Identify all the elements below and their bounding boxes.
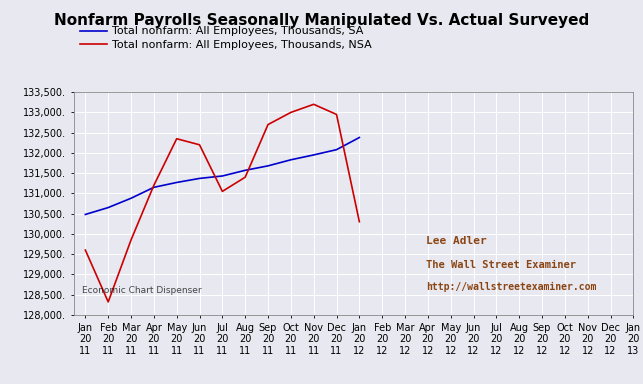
- Total nonfarm: All Employees, Thousands, NSA: (1, 1.28e+05): All Employees, Thousands, NSA: (1, 1.28e…: [104, 300, 112, 304]
- Total nonfarm: All Employees, Thousands, SA: (12, 1.32e+05): All Employees, Thousands, SA: (12, 1.32e…: [356, 135, 363, 140]
- Line: Total nonfarm: All Employees, Thousands, NSA: Total nonfarm: All Employees, Thousands,…: [86, 104, 359, 302]
- Total nonfarm: All Employees, Thousands, SA: (2, 1.31e+05): All Employees, Thousands, SA: (2, 1.31e+…: [127, 196, 135, 200]
- Total nonfarm: All Employees, Thousands, SA: (5, 1.31e+05): All Employees, Thousands, SA: (5, 1.31e+…: [195, 176, 203, 181]
- Text: The Wall Street Examiner: The Wall Street Examiner: [426, 260, 576, 270]
- Total nonfarm: All Employees, Thousands, SA: (9, 1.32e+05): All Employees, Thousands, SA: (9, 1.32e+…: [287, 157, 294, 162]
- Total nonfarm: All Employees, Thousands, NSA: (5, 1.32e+05): All Employees, Thousands, NSA: (5, 1.32e…: [195, 142, 203, 147]
- Total nonfarm: All Employees, Thousands, NSA: (8, 1.33e+05): All Employees, Thousands, NSA: (8, 1.33e…: [264, 122, 272, 127]
- Total nonfarm: All Employees, Thousands, SA: (6, 1.31e+05): All Employees, Thousands, SA: (6, 1.31e+…: [219, 174, 226, 178]
- Total nonfarm: All Employees, Thousands, NSA: (7, 1.31e+05): All Employees, Thousands, NSA: (7, 1.31e…: [241, 175, 249, 179]
- Total nonfarm: All Employees, Thousands, NSA: (11, 1.33e+05): All Employees, Thousands, NSA: (11, 1.33…: [332, 112, 340, 117]
- Total nonfarm: All Employees, Thousands, NSA: (3, 1.31e+05): All Employees, Thousands, NSA: (3, 1.31e…: [150, 183, 158, 188]
- Total nonfarm: All Employees, Thousands, NSA: (12, 1.3e+05): All Employees, Thousands, NSA: (12, 1.3e…: [356, 219, 363, 224]
- Line: Total nonfarm: All Employees, Thousands, SA: Total nonfarm: All Employees, Thousands,…: [86, 137, 359, 214]
- Total nonfarm: All Employees, Thousands, NSA: (0, 1.3e+05): All Employees, Thousands, NSA: (0, 1.3e+…: [82, 248, 89, 252]
- Legend: Total nonfarm: All Employees, Thousands, SA, Total nonfarm: All Employees, Thous: Total nonfarm: All Employees, Thousands,…: [80, 26, 372, 50]
- Total nonfarm: All Employees, Thousands, NSA: (4, 1.32e+05): All Employees, Thousands, NSA: (4, 1.32e…: [173, 136, 181, 141]
- Total nonfarm: All Employees, Thousands, SA: (3, 1.31e+05): All Employees, Thousands, SA: (3, 1.31e+…: [150, 185, 158, 190]
- Total nonfarm: All Employees, Thousands, SA: (7, 1.32e+05): All Employees, Thousands, SA: (7, 1.32e+…: [241, 168, 249, 173]
- Text: http://wallstreetexaminer.com: http://wallstreetexaminer.com: [426, 282, 597, 292]
- Total nonfarm: All Employees, Thousands, NSA: (9, 1.33e+05): All Employees, Thousands, NSA: (9, 1.33e…: [287, 110, 294, 115]
- Text: Economic Chart Dispenser: Economic Chart Dispenser: [82, 286, 202, 295]
- Total nonfarm: All Employees, Thousands, SA: (11, 1.32e+05): All Employees, Thousands, SA: (11, 1.32e…: [332, 147, 340, 152]
- Total nonfarm: All Employees, Thousands, SA: (0, 1.3e+05): All Employees, Thousands, SA: (0, 1.3e+0…: [82, 212, 89, 217]
- Total nonfarm: All Employees, Thousands, NSA: (6, 1.31e+05): All Employees, Thousands, NSA: (6, 1.31e…: [219, 189, 226, 194]
- Total nonfarm: All Employees, Thousands, SA: (4, 1.31e+05): All Employees, Thousands, SA: (4, 1.31e+…: [173, 180, 181, 185]
- Text: Lee Adler: Lee Adler: [426, 236, 487, 246]
- Total nonfarm: All Employees, Thousands, SA: (10, 1.32e+05): All Employees, Thousands, SA: (10, 1.32e…: [310, 152, 318, 157]
- Total nonfarm: All Employees, Thousands, NSA: (2, 1.3e+05): All Employees, Thousands, NSA: (2, 1.3e+…: [127, 238, 135, 242]
- Text: Nonfarm Payrolls Seasonally Manipulated Vs. Actual Surveyed: Nonfarm Payrolls Seasonally Manipulated …: [54, 13, 589, 28]
- Total nonfarm: All Employees, Thousands, SA: (8, 1.32e+05): All Employees, Thousands, SA: (8, 1.32e+…: [264, 164, 272, 168]
- Total nonfarm: All Employees, Thousands, SA: (1, 1.31e+05): All Employees, Thousands, SA: (1, 1.31e+…: [104, 205, 112, 210]
- Total nonfarm: All Employees, Thousands, NSA: (10, 1.33e+05): All Employees, Thousands, NSA: (10, 1.33…: [310, 102, 318, 107]
